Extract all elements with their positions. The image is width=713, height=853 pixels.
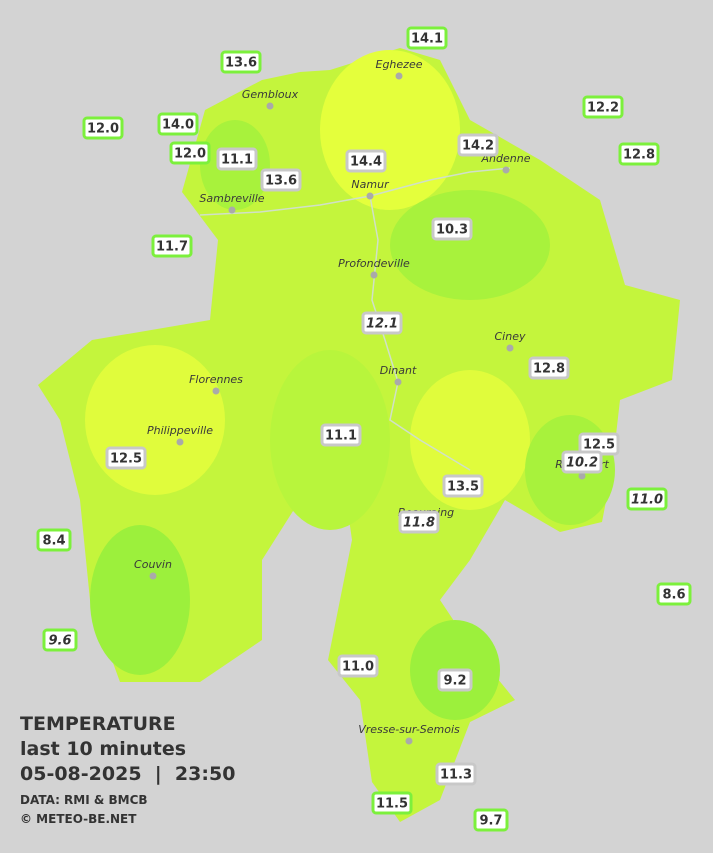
station-temp: 8.4 xyxy=(42,534,65,549)
station-box xyxy=(220,50,262,74)
station-box xyxy=(457,133,499,157)
station-box xyxy=(82,116,124,140)
station-box xyxy=(398,510,440,534)
station-box xyxy=(361,311,403,335)
station-box xyxy=(151,234,193,258)
station-box xyxy=(626,487,668,511)
station-temp: 9.2 xyxy=(443,674,466,689)
station-temp: 12.5 xyxy=(583,438,615,453)
warm-zone xyxy=(410,370,530,510)
station-temp: 11.1 xyxy=(221,153,253,168)
town-name: Profondeville xyxy=(338,257,410,270)
station-box xyxy=(337,654,379,678)
town-dot xyxy=(366,192,374,200)
town-name: Sambreville xyxy=(199,192,264,205)
station-box xyxy=(618,142,660,166)
station-box xyxy=(442,474,484,498)
station-temp: 14.0 xyxy=(162,118,194,133)
town-dot xyxy=(212,387,220,395)
station-box xyxy=(216,147,258,171)
station-temp: 11.1 xyxy=(325,429,357,444)
town-name: Gembloux xyxy=(242,88,299,101)
town-dot xyxy=(176,438,184,446)
station-temp: 12.8 xyxy=(533,362,565,377)
town-dot xyxy=(502,166,510,174)
station-temp: 11.0 xyxy=(631,493,663,508)
town-dot xyxy=(578,472,586,480)
station-temp: 12.0 xyxy=(87,122,119,137)
station-box xyxy=(345,149,387,173)
station-temp: 13.6 xyxy=(225,56,257,71)
cool-zone xyxy=(390,190,550,300)
station-box xyxy=(437,668,473,692)
station-box xyxy=(320,423,362,447)
town-name: Dinant xyxy=(380,364,417,377)
town-name: Couvin xyxy=(134,558,172,571)
station-box xyxy=(528,356,570,380)
station-temp: 10.3 xyxy=(436,223,468,238)
river xyxy=(369,195,471,471)
subtitle: last 10 minutes xyxy=(20,738,186,760)
source: DATA: RMI & BMCB xyxy=(20,793,148,807)
credit: © METEO-BE.NET xyxy=(20,812,137,826)
station-temp: 11.0 xyxy=(342,660,374,675)
station-temp: 14.2 xyxy=(462,139,494,154)
station-box xyxy=(169,141,211,165)
station-temp: 11.5 xyxy=(376,797,408,812)
station-temp: 13.6 xyxy=(265,174,297,189)
station-box xyxy=(656,582,692,606)
station-temp: 12.8 xyxy=(623,148,655,163)
station-box xyxy=(431,217,473,241)
station-box xyxy=(582,95,624,119)
station-temp: 12.2 xyxy=(587,101,619,116)
station-temp: 11.3 xyxy=(440,768,472,783)
station-box xyxy=(561,450,603,474)
station-box xyxy=(105,446,147,470)
station-temp: 12.0 xyxy=(174,147,206,162)
town-name: Ciney xyxy=(495,330,526,343)
station-temp: 12.1 xyxy=(366,317,398,332)
town-name: Eghezee xyxy=(376,58,423,71)
cool-zone xyxy=(90,525,190,675)
station-box xyxy=(260,168,302,192)
station-box xyxy=(157,112,199,136)
station-temp: 13.5 xyxy=(447,480,479,495)
town-dot xyxy=(370,271,378,279)
station-temp: 9.6 xyxy=(48,634,71,649)
station-temp: 14.1 xyxy=(411,32,443,47)
station-box xyxy=(473,808,509,832)
town-name: Philippeville xyxy=(147,424,213,437)
station-temp: 8.6 xyxy=(662,588,685,603)
station-temp: 10.2 xyxy=(566,456,598,471)
town-dot xyxy=(405,737,413,745)
station-temp: 12.5 xyxy=(110,452,142,467)
town-dot xyxy=(506,344,514,352)
station-temp: 11.8 xyxy=(403,516,435,531)
station-temp: 14.4 xyxy=(350,155,382,170)
station-box xyxy=(42,628,78,652)
station-box xyxy=(435,762,477,786)
town-name: Vresse-sur-Semois xyxy=(358,723,460,736)
station-temp: 9.7 xyxy=(479,814,502,829)
datetime: 05-08-2025 | 23:50 xyxy=(20,763,235,785)
station-box xyxy=(36,528,72,552)
town-dot xyxy=(266,102,274,110)
station-box xyxy=(406,26,448,50)
town-dot xyxy=(394,378,402,386)
title: TEMPERATURE xyxy=(20,713,176,735)
warm-zone xyxy=(85,345,225,495)
town-name: Namur xyxy=(351,178,390,191)
town-name: Florennes xyxy=(189,373,243,386)
warm-zone xyxy=(320,50,460,210)
town-dot xyxy=(228,206,236,214)
station-temp: 11.7 xyxy=(156,240,188,255)
station-box xyxy=(371,791,413,815)
town-dot xyxy=(395,72,403,80)
town-dot xyxy=(149,572,157,580)
